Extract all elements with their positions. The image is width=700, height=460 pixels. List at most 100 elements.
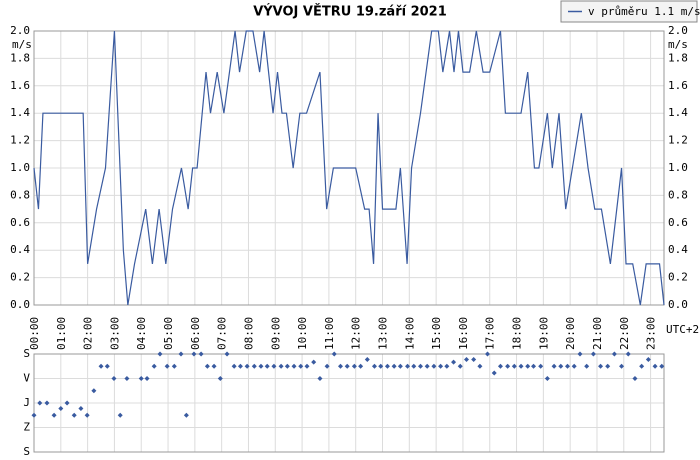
data-point	[378, 363, 384, 369]
data-point	[511, 363, 517, 369]
y-tick-label: 1.0	[10, 161, 30, 174]
data-point	[639, 363, 645, 369]
y-tick-label: Z	[23, 421, 30, 434]
data-point	[178, 351, 184, 357]
data-point	[571, 363, 577, 369]
data-point	[518, 363, 524, 369]
data-point	[531, 363, 537, 369]
y-tick-label: 0.8	[10, 188, 30, 201]
data-point	[659, 363, 665, 369]
data-point	[324, 363, 330, 369]
y-tick-label-right: 1.6	[668, 79, 688, 92]
y-tick-label: 2.0	[10, 24, 30, 37]
y-tick-label: S	[23, 445, 30, 458]
y-tick-label-right: 0.0	[668, 298, 688, 311]
y-axis-label: m/s	[12, 38, 32, 51]
data-point	[471, 356, 477, 362]
data-point	[44, 400, 50, 406]
data-point	[625, 351, 631, 357]
y-tick-label-right: 1.4	[668, 106, 688, 119]
data-point	[444, 363, 450, 369]
data-point	[98, 363, 104, 369]
x-tick-label: 11:00	[323, 317, 336, 350]
x-tick-label: 00:00	[28, 317, 41, 350]
y-tick-label: 1.4	[10, 106, 30, 119]
y-tick-label: 0.2	[10, 271, 30, 284]
data-point	[304, 363, 310, 369]
data-point	[164, 363, 170, 369]
x-tick-label: 20:00	[564, 317, 577, 350]
y-tick-label: 1.2	[10, 134, 30, 147]
x-tick-label: 03:00	[108, 317, 121, 350]
data-point	[384, 363, 390, 369]
data-point	[171, 363, 177, 369]
x-tick-label: 14:00	[403, 317, 416, 350]
x-tick-label: 16:00	[457, 317, 470, 350]
data-point	[157, 351, 163, 357]
legend	[560, 0, 698, 23]
data-point	[358, 363, 364, 369]
y-tick-label: 1.6	[10, 79, 30, 92]
x-tick-label: 04:00	[135, 317, 148, 350]
data-point	[652, 363, 658, 369]
data-point	[491, 370, 497, 376]
data-point	[224, 351, 230, 357]
data-point	[64, 400, 70, 406]
x-tick-label: 13:00	[377, 317, 390, 350]
data-point	[124, 376, 130, 381]
data-point	[544, 376, 550, 381]
data-point	[598, 363, 604, 369]
data-point	[525, 363, 531, 369]
data-point	[451, 359, 457, 365]
y-tick-label-right: 2.0	[668, 24, 688, 37]
data-point	[117, 412, 123, 418]
data-point	[237, 363, 243, 369]
y-tick-label: J	[23, 396, 30, 409]
data-point	[58, 405, 64, 411]
y-tick-label: V	[23, 372, 30, 385]
data-point	[590, 351, 596, 357]
y-tick-label-right: 0.6	[668, 216, 688, 229]
x-tick-label: 10:00	[296, 317, 309, 350]
data-point	[258, 363, 264, 369]
data-point	[344, 363, 350, 369]
data-point	[311, 359, 317, 365]
x-tick-label: 12:00	[350, 317, 363, 350]
data-point	[364, 356, 370, 362]
data-point	[464, 356, 470, 362]
y-tick-label-right: 0.4	[668, 243, 688, 256]
y-tick-label-right: 0.8	[668, 188, 688, 201]
data-point	[338, 363, 344, 369]
y-tick-label: S	[23, 347, 30, 360]
data-point	[424, 363, 430, 369]
x-tick-label: 06:00	[189, 317, 202, 350]
data-point	[204, 363, 210, 369]
data-point	[251, 363, 257, 369]
data-point	[78, 405, 84, 411]
data-point	[485, 351, 491, 357]
x-tick-label: 18:00	[511, 317, 524, 350]
data-point	[278, 363, 284, 369]
data-point	[457, 363, 463, 369]
data-point	[558, 363, 564, 369]
data-point	[645, 356, 651, 362]
legend-label: v průměru 1.1 m/s	[588, 5, 700, 18]
data-line	[33, 30, 665, 306]
x-tick-label: 19:00	[537, 317, 550, 350]
data-point	[619, 363, 625, 369]
y-tick-label-right: 1.8	[668, 51, 688, 64]
x-tick-label: 07:00	[216, 317, 229, 350]
data-point	[31, 412, 37, 418]
x-tick-label: 05:00	[162, 317, 175, 350]
plot-border	[33, 353, 665, 453]
data-point	[183, 412, 189, 418]
data-point	[217, 376, 223, 381]
data-point	[284, 363, 290, 369]
data-point	[611, 351, 617, 357]
data-point	[111, 376, 117, 381]
y-tick-label-right: 1.0	[668, 161, 688, 174]
data-point	[632, 376, 638, 381]
x-tick-label: 01:00	[55, 317, 68, 350]
data-point	[198, 351, 204, 357]
x-tick-label: 09:00	[269, 317, 282, 350]
